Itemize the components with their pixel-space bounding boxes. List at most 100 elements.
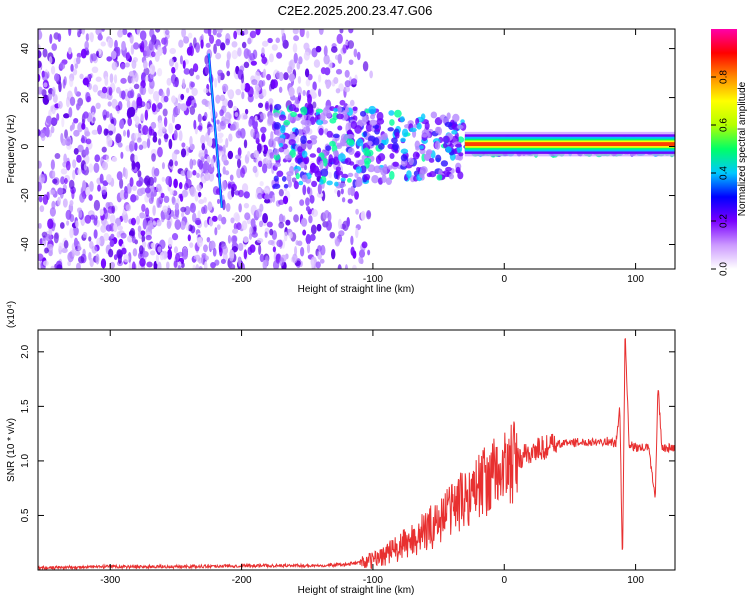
spectrogram-cell: [269, 228, 274, 236]
spectrogram-cell: [373, 165, 382, 174]
spectrogram-cell: [69, 200, 74, 207]
x-tick-label: -100: [363, 575, 383, 586]
spectrogram-cell: [205, 42, 211, 48]
spectrogram-cell: [303, 51, 310, 61]
spectrogram-cell: [43, 82, 48, 88]
spectrogram-cell: [180, 262, 185, 269]
spectrogram-cell: [339, 29, 344, 34]
spectrogram-cell: [350, 235, 354, 246]
spectrogram-cell: [274, 103, 282, 111]
spectrogram-cell: [448, 173, 455, 180]
spectrogram-cell: [181, 211, 185, 218]
spectrogram-cell: [132, 57, 138, 63]
spectrogram-cell: [77, 144, 84, 153]
spectrogram-cell: [204, 64, 210, 75]
spectrogram-cell: [442, 142, 448, 149]
spectrogram-cell: [412, 151, 420, 160]
spectrogram-cell: [281, 176, 287, 182]
spectrogram-cell: [65, 209, 72, 220]
spectrogram-cell: [394, 131, 400, 139]
spectrogram-cell: [294, 246, 298, 256]
spectrogram-cell: [354, 172, 359, 179]
spectrogram-cell: [196, 184, 202, 192]
spectrogram-cell: [91, 66, 99, 74]
spectrogram-y-axis-label: Frequency (Hz): [6, 115, 17, 184]
spectrogram-cell: [296, 61, 301, 70]
spectrogram-cell: [38, 173, 45, 184]
spectrogram-cell: [181, 189, 188, 198]
spectrogram-cell: [346, 217, 350, 228]
spectrogram-cell: [263, 198, 271, 204]
spectrogram-cell: [268, 53, 274, 63]
spectrogram-cell: [324, 67, 331, 76]
x-tick-label: -200: [232, 274, 252, 285]
spectrogram-cell: [363, 173, 371, 181]
spectrogram-cell: [38, 181, 42, 192]
spectrogram-cell: [137, 123, 142, 130]
spectrogram-cell: [231, 41, 238, 48]
spectrogram-cell: [127, 235, 134, 243]
spectrogram-cell: [75, 56, 81, 65]
spectrogram-cell: [309, 233, 316, 242]
spectrogram-cell: [237, 47, 242, 57]
spectrogram-cell: [150, 51, 156, 58]
spectrogram-cell: [81, 29, 86, 35]
spectrogram-cell: [261, 133, 266, 143]
spectrogram-cell: [336, 189, 341, 198]
spectrogram-cell: [74, 63, 79, 69]
spectrogram-cell: [78, 256, 85, 264]
spectrogram-cell: [292, 253, 298, 264]
spectrogram-cell: [130, 153, 136, 163]
spectrogram-cell: [235, 130, 242, 139]
spectrogram-cell: [151, 153, 156, 162]
spectrogram-cell: [204, 255, 209, 261]
spectrogram-cell: [325, 110, 332, 118]
spectrogram-cell: [50, 125, 55, 134]
spectrogram-cell: [303, 156, 310, 165]
spectrogram-cell: [305, 78, 311, 87]
spectrogram-cell: [288, 139, 296, 146]
spectrogram-cell: [127, 117, 133, 127]
colorbar-tick-label: 0.4: [719, 166, 730, 180]
spectrogram-cell: [70, 63, 74, 72]
spectrogram-cell: [174, 123, 181, 131]
spectrogram-cell: [177, 251, 184, 257]
spectrogram-cell: [51, 200, 56, 210]
spectrogram-cell: [293, 214, 299, 223]
spectrogram-cell: [381, 174, 387, 183]
spectrogram-cell: [250, 60, 257, 66]
spectrogram-cell: [408, 157, 415, 166]
spectrogram-cell: [157, 46, 163, 56]
spectrogram-cell: [155, 253, 160, 265]
spectrogram-cell: [167, 205, 171, 214]
spectrogram-cell: [99, 208, 104, 216]
spectrogram-cell: [72, 159, 77, 169]
spectrogram-cell: [115, 46, 121, 57]
spectrogram-cell: [165, 175, 172, 186]
spectrogram-cell: [45, 233, 52, 242]
spectrogram-cell: [415, 145, 420, 151]
spectrogram-cell: [84, 131, 91, 137]
spectrogram-cell: [256, 86, 260, 96]
spectrogram-cell: [48, 189, 56, 195]
spectrogram-cell: [227, 99, 234, 109]
spectrogram-cell: [52, 170, 56, 179]
spectrogram-cell: [177, 265, 182, 269]
spectrogram-cell: [322, 211, 328, 220]
spectrogram-cell: [301, 150, 308, 158]
spectrogram-cell: [134, 142, 138, 151]
spectrogram-cell: [355, 166, 362, 174]
spectrogram-cell: [333, 77, 339, 85]
spectrogram-cell: [319, 258, 325, 264]
x-tick-label: 100: [627, 575, 644, 586]
spectrogram-cell: [267, 240, 275, 246]
spectrogram-cell: [389, 170, 395, 180]
spectrogram-cell: [62, 198, 68, 208]
spectrogram-cell: [227, 89, 233, 97]
spectrogram-cell: [89, 258, 94, 268]
spectrogram-cell: [339, 138, 346, 147]
spectrogram-cell: [276, 170, 284, 177]
spectrogram-cell: [221, 83, 229, 93]
spectrogram-cell: [180, 206, 187, 213]
